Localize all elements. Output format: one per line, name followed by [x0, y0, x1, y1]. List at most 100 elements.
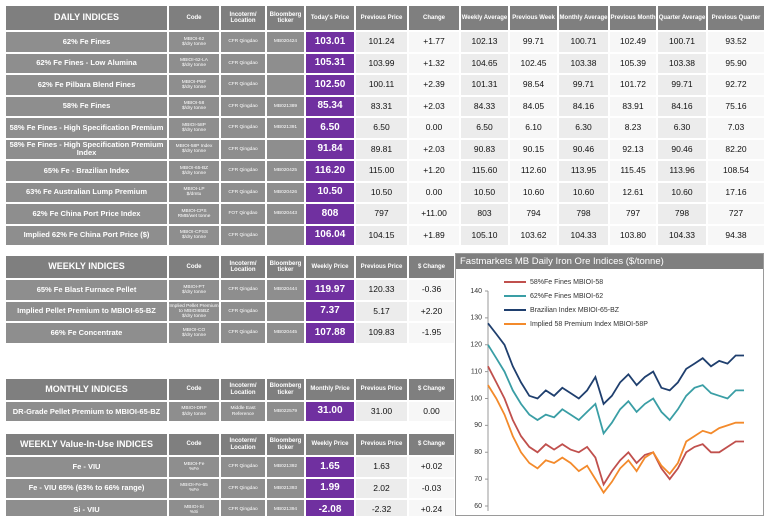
code: MBIOI-Si	[184, 504, 204, 510]
value: 103.80	[609, 224, 657, 246]
value: 10.60	[558, 181, 609, 203]
value: 10.60	[657, 181, 707, 203]
unit: $/dry tonne	[181, 411, 206, 417]
ticker: MB021391	[266, 117, 305, 139]
unit: %Si	[189, 509, 199, 515]
ticker: MB020444	[266, 279, 305, 301]
ticker: MB021389	[266, 95, 305, 117]
y-tick-label: 120	[470, 342, 482, 349]
value: 92.72	[707, 74, 765, 96]
ticker	[266, 138, 305, 160]
ticker	[266, 300, 305, 322]
y-tick-label: 130	[470, 315, 482, 322]
current-price: 91.84	[305, 138, 355, 160]
value: 94.38	[707, 224, 765, 246]
column-header: Bloomberg ticker	[266, 433, 305, 456]
code-cell: MBIOI-CO $/dry tonne	[168, 322, 220, 344]
code-cell: MBIOI-Fe-65 %Fe	[168, 477, 220, 499]
current-price: 103.01	[305, 31, 355, 53]
ticker: MB021394	[266, 499, 305, 516]
value: 75.16	[707, 95, 765, 117]
row-name: 65% Fe Blast Furnace Pellet	[5, 279, 168, 301]
value: 797	[355, 203, 408, 225]
column-header: Incoterm/ Location	[220, 378, 266, 401]
column-header: $ Change	[408, 378, 455, 401]
current-price: 102.50	[305, 74, 355, 96]
legend-label: 58%Fe Fines MBIOI-58	[530, 279, 603, 286]
value: 105.10	[460, 224, 509, 246]
value: +2.20	[408, 300, 455, 322]
legend-label: Implied 58 Premium Index MBIOI-58P	[530, 321, 648, 328]
value: 104.33	[558, 224, 609, 246]
value: 104.33	[657, 224, 707, 246]
value: +0.02	[408, 456, 455, 478]
value: 10.50	[460, 181, 509, 203]
column-header: Bloomberg ticker	[266, 255, 305, 279]
column-header: Code	[168, 255, 220, 279]
current-price: 6.50	[305, 117, 355, 139]
chart-title: Fastmarkets MB Daily Iron Ore Indices ($…	[456, 254, 763, 269]
value: +2.03	[408, 138, 460, 160]
current-price: 808	[305, 203, 355, 225]
row-name: DR-Grade Pellet Premium to MBIOI-65-BZ	[5, 401, 168, 422]
current-price: 1.65	[305, 456, 355, 478]
code-cell: MBIOI-65-BZ $/dry tonne	[168, 160, 220, 182]
location: CFR Qingdao	[220, 160, 266, 182]
value: 84.33	[460, 95, 509, 117]
code-cell: MBIOI-PT $/dry tonne	[168, 279, 220, 301]
code-cell: MBIOI-58P $/dry tonne	[168, 117, 220, 139]
value: 103.38	[558, 52, 609, 74]
column-header: $ Change	[408, 255, 455, 279]
column-header: Quarter Average	[657, 5, 707, 31]
code: MBIOI-CO	[182, 327, 206, 333]
series-line	[487, 344, 744, 436]
series-line	[487, 365, 744, 487]
code: MBIOI-Fe-65	[180, 483, 208, 489]
value: -1.95	[408, 322, 455, 344]
location: CFR Qingdao	[220, 74, 266, 96]
ticker: MB020426	[266, 181, 305, 203]
row-name: 58% Fe Fines - High Specification Premiu…	[5, 117, 168, 139]
ticker	[266, 52, 305, 74]
unit: %Fe	[189, 466, 199, 472]
column-header: Incoterm/ Location	[220, 433, 266, 456]
value: 109.83	[355, 322, 408, 344]
value: 0.00	[408, 117, 460, 139]
column-header: Incoterm/ Location	[220, 255, 266, 279]
value: 727	[707, 203, 765, 225]
column-header: MONTHLY INDICES	[5, 378, 168, 401]
unit: $/dry tonne	[181, 313, 206, 319]
column-header: Weekly Price	[305, 433, 355, 456]
ticker: MB020424	[266, 31, 305, 53]
value: 100.11	[355, 74, 408, 96]
value: 108.54	[707, 160, 765, 182]
current-price: 119.97	[305, 279, 355, 301]
column-header: Previous Week	[509, 5, 558, 31]
legend-label: 62%Fe Fines MBIOI-62	[530, 293, 603, 300]
location: FOT Qingdao	[220, 203, 266, 225]
ticker: MB020425	[266, 160, 305, 182]
value: 98.54	[509, 74, 558, 96]
value: 99.71	[509, 31, 558, 53]
value: 99.71	[657, 74, 707, 96]
y-tick-label: 70	[474, 476, 482, 483]
code-cell: MBIOI-DRP $/dry tonne	[168, 401, 220, 422]
ticker	[266, 74, 305, 96]
code-cell: MBIOI-CPSS $/dry tonne	[168, 224, 220, 246]
row-name: Fe - VIU	[5, 456, 168, 478]
code: MBIOI-58P Index	[175, 144, 213, 150]
code-cell: MBIOI-LP $/dmtu	[168, 181, 220, 203]
value: 794	[509, 203, 558, 225]
value: 90.15	[509, 138, 558, 160]
value: 99.71	[558, 74, 609, 96]
legend-label: Brazilian Index MBIOI-65-BZ	[530, 307, 620, 314]
value: 17.16	[707, 181, 765, 203]
location: CFR Qingdao	[220, 31, 266, 53]
value: 12.61	[609, 181, 657, 203]
y-tick-label: 100	[470, 395, 482, 402]
row-name: Implied 62% Fe China Port Price ($)	[5, 224, 168, 246]
row-name: 62% Fe Fines	[5, 31, 168, 53]
value: +0.24	[408, 499, 455, 516]
value: 10.50	[355, 181, 408, 203]
column-header: DAILY INDICES	[5, 5, 168, 31]
